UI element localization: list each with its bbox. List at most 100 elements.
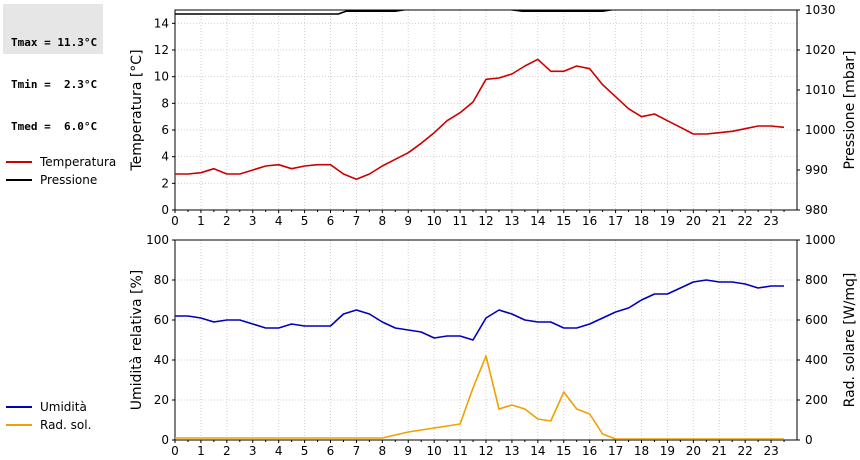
chart-1-ytick-left-label: 4 <box>161 150 169 164</box>
chart-2-xtick-label: 23 <box>763 444 778 458</box>
chart-2-xtick-label: 20 <box>686 444 701 458</box>
legend-bottom-list: Umidità Rad. sol. <box>6 398 91 434</box>
chart-1-xtick-label: 16 <box>582 214 597 228</box>
chart-2-xtick-label: 15 <box>556 444 571 458</box>
legend-top: Temperatura Pressione <box>6 153 116 189</box>
chart-1-series-pressione <box>175 10 616 15</box>
chart-1-xtick-label: 11 <box>452 214 467 228</box>
chart-1-ytick-left-label: 2 <box>161 176 169 190</box>
legend-item-temperature: Temperatura <box>6 153 116 171</box>
chart-1-xtick-label: 10 <box>427 214 442 228</box>
chart-1-ytick-right-label: 1010 <box>805 83 836 97</box>
chart-1-xtick-label: 23 <box>763 214 778 228</box>
chart-2-xtick-label: 7 <box>353 444 361 458</box>
chart-1-xtick-label: 6 <box>327 214 335 228</box>
chart-2-ytick-left-label: 100 <box>146 233 169 247</box>
chart-2-xtick-label: 21 <box>712 444 727 458</box>
chart-2-xtick-label: 22 <box>738 444 753 458</box>
legend-label-temperature: Temperatura <box>40 155 117 169</box>
chart-2-ytick-right-label: 0 <box>805 433 813 447</box>
legend-item-pressure: Pressione <box>6 171 116 189</box>
chart-1-xtick-label: 1 <box>197 214 205 228</box>
stat-tmax: Tmax = 11.3°C <box>11 36 98 49</box>
chart-1-xtick-label: 20 <box>686 214 701 228</box>
chart-1-xtick-label: 21 <box>712 214 727 228</box>
chart-2-ylabel-left: Umidità relativa [%] <box>129 270 145 411</box>
chart-2-frame <box>174 239 798 441</box>
chart-1-ytick-left-label: 8 <box>161 96 169 110</box>
chart-2-xtick-label: 14 <box>530 444 545 458</box>
chart-2-ytick-right-label: 600 <box>805 313 828 327</box>
legend-label-pressure: Pressione <box>40 173 98 187</box>
chart-2-xtick-label: 10 <box>427 444 442 458</box>
chart-1-ylabel-right: Pressione [mbar] <box>842 50 858 169</box>
chart-1-ytick-right-label: 1020 <box>805 43 836 57</box>
chart-1-xtick-label: 0 <box>171 214 179 228</box>
chart-1-ytick-right-label: 1030 <box>805 3 836 17</box>
chart-1-xtick-label: 15 <box>556 214 571 228</box>
chart-2-ytick-left-label: 0 <box>161 433 169 447</box>
stat-tmed: Tmed = 6.0°C <box>11 120 98 133</box>
legend-swatch-radiation <box>6 424 32 426</box>
chart-2-xtick-label: 19 <box>660 444 675 458</box>
chart-1-xtick-label: 19 <box>660 214 675 228</box>
chart-2-ytick-right-label: 200 <box>805 393 828 407</box>
chart-1-ytick-right-label: 980 <box>805 203 828 217</box>
chart-2-xtick-label: 1 <box>197 444 205 458</box>
chart-2-xtick-label: 0 <box>171 444 179 458</box>
chart-1-ytick-right-label: 1000 <box>805 123 836 137</box>
chart-1-xtick-label: 8 <box>379 214 387 228</box>
chart-2-ytick-left-label: 40 <box>154 353 169 367</box>
chart-1-ytick-left-label: 14 <box>154 16 169 30</box>
chart-2-xtick-label: 13 <box>504 444 519 458</box>
chart-2-ytick-left-label: 60 <box>154 313 169 327</box>
chart-1-xtick-label: 12 <box>478 214 493 228</box>
chart-1-ytick-right-label: 990 <box>805 163 828 177</box>
chart-2-xtick-label: 4 <box>275 444 283 458</box>
chart-1-xtick-label: 9 <box>404 214 412 228</box>
chart-2-xtick-label: 2 <box>223 444 231 458</box>
chart-1-xtick-label: 4 <box>275 214 283 228</box>
chart-1-ytick-left-label: 12 <box>154 43 169 57</box>
chart-1-xtick-label: 13 <box>504 214 519 228</box>
chart-2-xtick-label: 11 <box>452 444 467 458</box>
chart-2-xtick-label: 16 <box>582 444 597 458</box>
chart-1-xtick-label: 2 <box>223 214 231 228</box>
chart-1-ytick-left-label: 0 <box>161 203 169 217</box>
chart-1-ytick-left-label: 10 <box>154 70 169 84</box>
chart-1-xtick-label: 18 <box>634 214 649 228</box>
legend-swatch-temperature <box>6 161 32 163</box>
chart-2-series-rad-sol <box>175 355 784 440</box>
legend-swatch-humidity <box>6 406 32 408</box>
chart-2-ytick-right-label: 400 <box>805 353 828 367</box>
chart-1-ytick-left-label: 6 <box>161 123 169 137</box>
chart-1-xtick-label: 22 <box>738 214 753 228</box>
chart-2-xtick-label: 5 <box>301 444 309 458</box>
chart-2-xtick-label: 18 <box>634 444 649 458</box>
chart-2-xtick-label: 17 <box>608 444 623 458</box>
chart-2-ytick-right-label: 800 <box>805 273 828 287</box>
chart-1-xtick-label: 14 <box>530 214 545 228</box>
stat-tmin: Tmin = 2.3°C <box>11 78 98 91</box>
chart-2-xtick-label: 8 <box>379 444 387 458</box>
stats-box: Tmax = 11.3°C Tmin = 2.3°C Tmed = 6.0°C <box>3 4 103 133</box>
chart-1-ylabel-left: Temperatura [°C] <box>129 49 145 171</box>
chart-1-xtick-label: 5 <box>301 214 309 228</box>
chart-2-series-umidit <box>175 279 784 341</box>
chart-2-ytick-left-label: 80 <box>154 273 169 287</box>
legend-label-humidity: Umidità <box>40 400 87 414</box>
legend-item-humidity: Umidità <box>6 398 91 416</box>
chart-1-xtick-label: 7 <box>353 214 361 228</box>
legend-swatch-pressure <box>6 179 32 181</box>
chart-2-xtick-label: 9 <box>404 444 412 458</box>
chart-2-ylabel-right: Rad. solare [W/mq] <box>842 273 858 408</box>
chart-2-ytick-left-label: 20 <box>154 393 169 407</box>
legend-item-radiation: Rad. sol. <box>6 416 91 434</box>
chart-2-xtick-label: 3 <box>249 444 257 458</box>
chart-1-xtick-label: 17 <box>608 214 623 228</box>
chart-2-xtick-label: 6 <box>327 444 335 458</box>
chart-1-xtick-label: 3 <box>249 214 257 228</box>
chart-1-series-temperatura <box>175 58 785 181</box>
chart-2-ytick-right-label: 1000 <box>805 233 836 247</box>
